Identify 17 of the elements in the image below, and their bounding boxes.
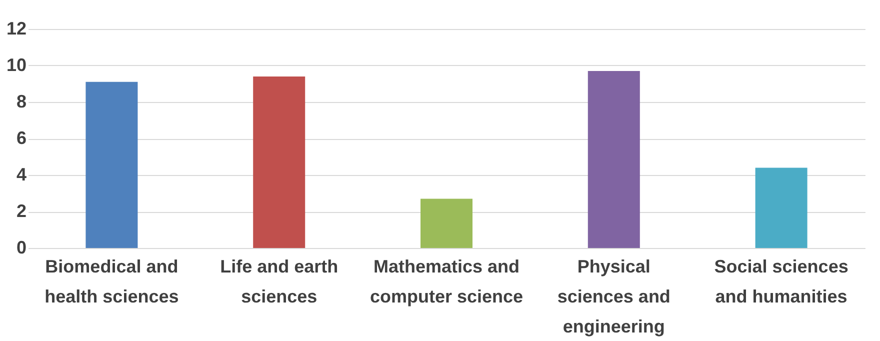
y-tick-label: 0 [16,238,26,258]
x-tick-label: Life and earth sciences [220,256,338,306]
bar [253,76,306,248]
y-tick-label: 4 [16,164,26,184]
y-tick-label: 10 [6,55,26,75]
x-tick-label: Social sciences and humanities [714,256,848,306]
bar [755,168,808,248]
y-tick-label: 6 [16,128,26,148]
x-tick-label: Mathematics and computer science [370,256,524,306]
x-tick-label: Physical sciences and engineering [557,256,670,336]
bar [588,70,640,248]
y-tick-label: 2 [16,201,26,221]
bar [86,82,138,248]
y-tick-label: 8 [16,92,26,112]
bar [420,198,472,248]
x-tick-label: Biomedical and health sciences [44,256,179,306]
y-tick-label: 12 [6,18,26,38]
